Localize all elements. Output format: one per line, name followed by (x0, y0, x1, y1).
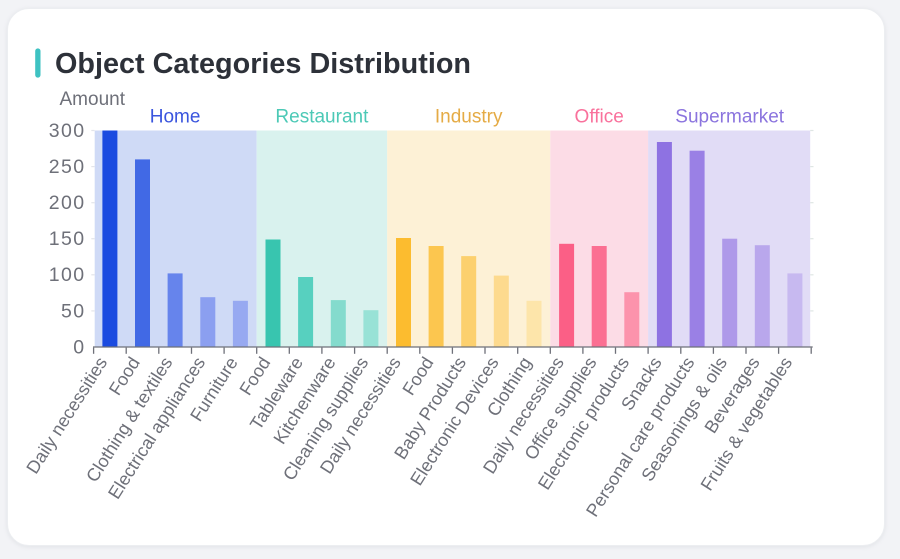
svg-text:Industry: Industry (435, 107, 503, 128)
svg-text:0: 0 (73, 336, 85, 358)
svg-text:Supermarket: Supermarket (675, 107, 784, 128)
svg-text:Home: Home (150, 107, 201, 128)
svg-text:Object Categories Distribution: Object Categories Distribution (55, 48, 471, 80)
svg-text:150: 150 (49, 228, 86, 250)
svg-text:Amount: Amount (60, 89, 126, 110)
svg-text:Restaurant: Restaurant (275, 107, 369, 128)
svg-text:100: 100 (49, 264, 86, 286)
svg-text:250: 250 (49, 156, 86, 178)
svg-text:200: 200 (49, 192, 86, 214)
svg-text:300: 300 (49, 120, 86, 142)
svg-text:50: 50 (61, 300, 86, 322)
svg-text:Office: Office (575, 107, 624, 128)
